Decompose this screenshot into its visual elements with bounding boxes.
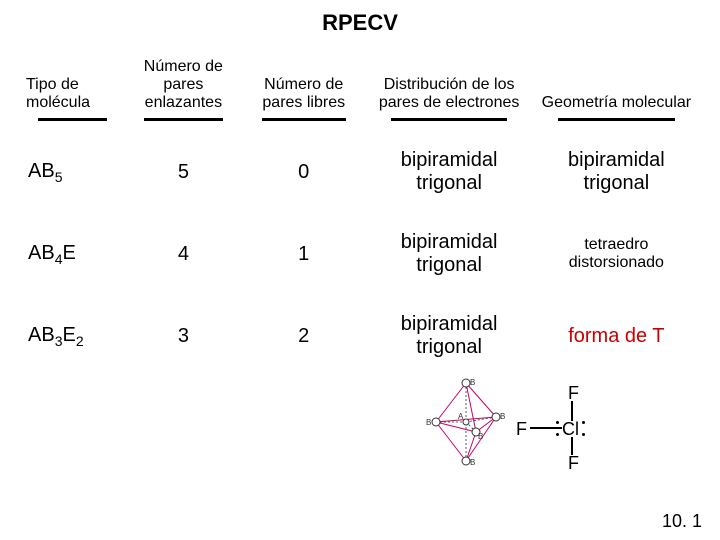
bipy-label-bottom: B xyxy=(470,458,475,467)
cell-type: AB4E xyxy=(20,213,125,295)
bipy-label-b2: B xyxy=(478,432,483,441)
table-row: AB550bipiramidal trigonalbipiramidal tri… xyxy=(20,131,700,213)
cell-bonding: 4 xyxy=(125,213,242,295)
cell-type: AB5 xyxy=(20,131,125,213)
bipyramid-diagram: B B B B B A xyxy=(416,377,516,467)
header-lone: Número de pares libres xyxy=(242,54,365,131)
header-type: Tipo de molécula xyxy=(20,54,125,131)
table-row: AB3E232bipiramidal trigonalforma de T xyxy=(20,295,700,377)
cell-distribution: bipiramidal trigonal xyxy=(365,295,532,377)
bond-top xyxy=(571,401,573,421)
bond-left xyxy=(530,427,562,429)
cell-geometry: forma de T xyxy=(533,295,700,377)
cell-bonding: 3 xyxy=(125,295,242,377)
rpecv-table: Tipo de molécula Número de pares enlazan… xyxy=(20,54,700,377)
table-row: AB4E41bipiramidal trigonaltetraedro dist… xyxy=(20,213,700,295)
cell-lone: 0 xyxy=(242,131,365,213)
lone-pair-dot xyxy=(556,433,559,436)
lone-pair-dot xyxy=(556,421,559,424)
bipy-label-b1: B xyxy=(426,418,431,427)
header-geometry: Geometría molecular xyxy=(533,54,700,131)
cell-lone: 2 xyxy=(242,295,365,377)
clf3-structure: F F Cl F xyxy=(520,387,600,467)
cell-geometry: tetraedro distorsionado xyxy=(533,213,700,295)
atom-f-left: F xyxy=(516,419,527,440)
lone-pair-dot xyxy=(582,421,585,424)
page-title: RPECV xyxy=(20,10,700,36)
bipy-label-b3: B xyxy=(500,412,505,421)
cell-bonding: 5 xyxy=(125,131,242,213)
bipy-label-center: A xyxy=(458,412,464,421)
bond-bottom xyxy=(571,437,573,455)
page-reference: 10. 1 xyxy=(662,511,702,532)
cell-distribution: bipiramidal trigonal xyxy=(365,131,532,213)
atom-f-top: F xyxy=(568,383,579,404)
header-bonding: Número de pares enlazantes xyxy=(125,54,242,131)
cell-lone: 1 xyxy=(242,213,365,295)
cell-geometry: bipiramidal trigonal xyxy=(533,131,700,213)
cell-type: AB3E2 xyxy=(20,295,125,377)
header-distribution: Distribución de los pares de electrones xyxy=(365,54,532,131)
cell-distribution: bipiramidal trigonal xyxy=(365,213,532,295)
atom-f-bottom: F xyxy=(568,453,579,474)
lone-pair-dot xyxy=(582,433,585,436)
bipy-label-top: B xyxy=(470,378,475,387)
